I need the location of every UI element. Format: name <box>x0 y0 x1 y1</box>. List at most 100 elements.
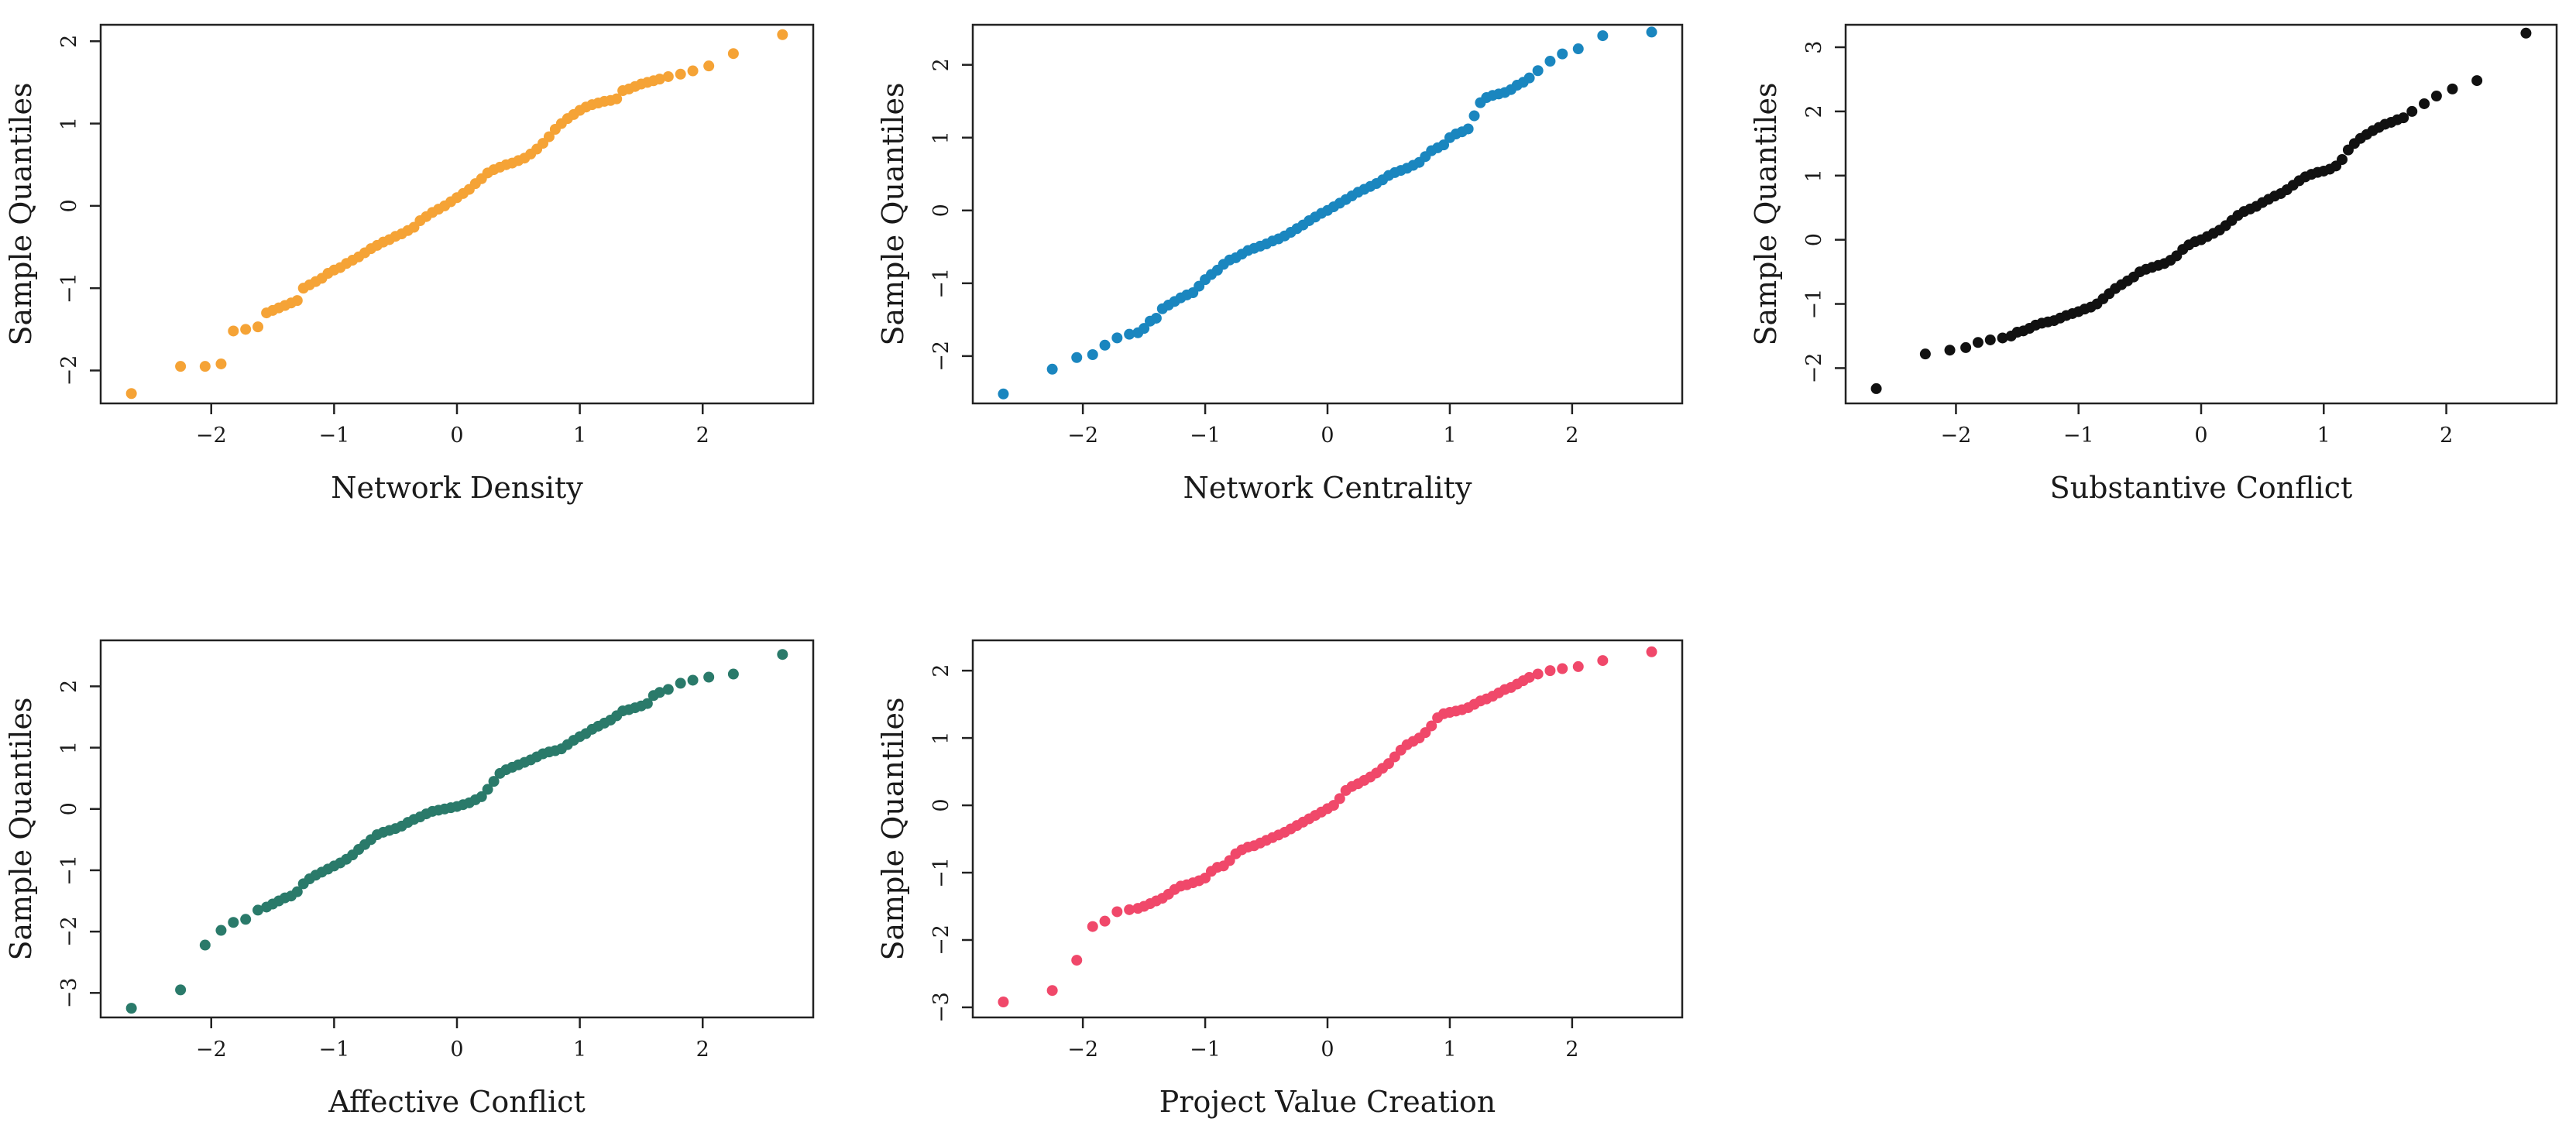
data-point <box>2398 112 2409 124</box>
x-tick-label: 2 <box>2440 424 2453 448</box>
data-point <box>1071 352 1083 363</box>
y-tick-label: −2 <box>57 355 81 386</box>
data-point <box>291 295 303 307</box>
x-tick-label: 2 <box>696 424 709 448</box>
data-point <box>215 358 227 369</box>
data-point <box>1334 793 1345 805</box>
y-tick-label: −1 <box>57 855 81 886</box>
y-tick-label: 0 <box>57 199 81 212</box>
x-axis-title: Affective Conflict <box>328 1085 585 1119</box>
data-point <box>1087 921 1098 932</box>
data-point <box>199 939 211 951</box>
x-tick-label: 0 <box>2194 424 2207 448</box>
data-point <box>654 687 665 698</box>
data-point <box>1124 328 1135 340</box>
y-tick-label: 2 <box>1802 105 1826 118</box>
x-axis-title: Network Density <box>331 471 583 505</box>
y-tick-label: −2 <box>57 916 81 947</box>
data-point <box>727 48 739 60</box>
data-point <box>252 321 264 333</box>
data-point <box>2406 105 2418 117</box>
data-point <box>662 684 674 695</box>
data-point <box>175 984 187 996</box>
data-points <box>998 646 1657 1007</box>
x-tick-label: −1 <box>318 424 349 448</box>
x-tick-label: 1 <box>1443 424 1456 448</box>
y-tick-label: −1 <box>929 268 953 299</box>
data-point <box>1597 30 1609 42</box>
y-tick-label: 2 <box>57 35 81 48</box>
x-axis-title: Network Centrality <box>1183 471 1472 505</box>
y-tick-label: 2 <box>929 58 953 71</box>
y-tick-label: 2 <box>57 680 81 693</box>
data-point <box>215 925 227 936</box>
data-point <box>777 29 788 40</box>
x-axis-title: Substantive Conflict <box>2050 471 2353 505</box>
data-point <box>1111 332 1123 344</box>
data-point <box>1139 323 1150 334</box>
data-point <box>2520 27 2532 39</box>
x-tick-label: 2 <box>696 1038 709 1062</box>
data-point <box>675 678 686 689</box>
data-point <box>1960 341 1972 353</box>
data-point <box>1523 671 1535 683</box>
qq-panel-1: −2 −1 0 1 2 −2 −1 0 1 2 Network Density Sample Quan… <box>4 23 815 505</box>
data-point <box>703 60 715 72</box>
x-tick-label: −1 <box>2063 424 2094 448</box>
qq-panel-3: −2 −1 0 1 2 −2 −1 0 1 2 3 Substantive Conflict Sampl… <box>1749 23 2558 505</box>
y-tick-label: 1 <box>57 117 81 130</box>
y-tick-label: 0 <box>57 802 81 815</box>
y-axis-title: Sample Quantiles <box>4 697 38 960</box>
data-point <box>654 74 665 85</box>
y-tick-label: 0 <box>1802 233 1826 246</box>
y-tick-label: 0 <box>929 798 953 811</box>
data-point <box>488 776 500 787</box>
data-point <box>2337 154 2348 166</box>
y-tick-label: 3 <box>1802 40 1826 53</box>
x-tick-label: 0 <box>1321 1038 1334 1062</box>
x-axis-title: Project Value Creation <box>1159 1085 1496 1119</box>
y-tick-label: −1 <box>929 857 953 888</box>
data-point <box>240 324 252 335</box>
data-point <box>252 904 264 916</box>
x-tick-label: 0 <box>450 424 463 448</box>
data-point <box>998 388 1009 400</box>
data-point <box>998 996 1009 1007</box>
data-point <box>687 65 699 77</box>
data-point <box>1099 339 1111 351</box>
data-points <box>125 29 788 400</box>
data-point <box>1944 345 1956 356</box>
data-point <box>1984 334 1996 345</box>
data-point <box>1557 663 1568 674</box>
y-axis-title: Sample Quantiles <box>876 697 910 960</box>
data-point <box>1544 56 1556 67</box>
y-tick-label: 1 <box>57 741 81 754</box>
y-axis-title: Sample Quantiles <box>876 82 910 345</box>
data-point <box>727 668 739 680</box>
qq-panel-5: −2 −1 0 1 2 −3 −2 −1 0 1 2 Project Value Creation Sa… <box>876 639 1684 1119</box>
x-tick-label: 2 <box>1565 424 1578 448</box>
data-points <box>998 26 1657 400</box>
y-tick-label: −1 <box>1802 289 1826 320</box>
data-points <box>125 649 788 1014</box>
data-point <box>2419 98 2430 109</box>
data-point <box>1919 348 1931 360</box>
x-tick-label: 1 <box>1443 1038 1456 1062</box>
qq-panel-4: −2 −1 0 1 2 −3 −2 −1 0 1 2 Affective Conflict Sample… <box>4 639 815 1119</box>
x-tick-label: −1 <box>1190 424 1221 448</box>
data-point <box>482 784 493 795</box>
data-point <box>1150 312 1162 324</box>
y-tick-label: −2 <box>929 341 953 372</box>
x-tick-label: 1 <box>573 1038 586 1062</box>
x-tick-label: −1 <box>1190 1038 1221 1062</box>
y-tick-label: 2 <box>929 664 953 678</box>
data-point <box>1597 655 1609 667</box>
data-point <box>1087 348 1098 360</box>
data-point <box>2447 83 2458 94</box>
data-point <box>1468 110 1480 122</box>
data-point <box>703 671 715 683</box>
data-point <box>291 886 303 897</box>
data-point <box>1523 72 1535 84</box>
data-point <box>1870 383 1882 394</box>
